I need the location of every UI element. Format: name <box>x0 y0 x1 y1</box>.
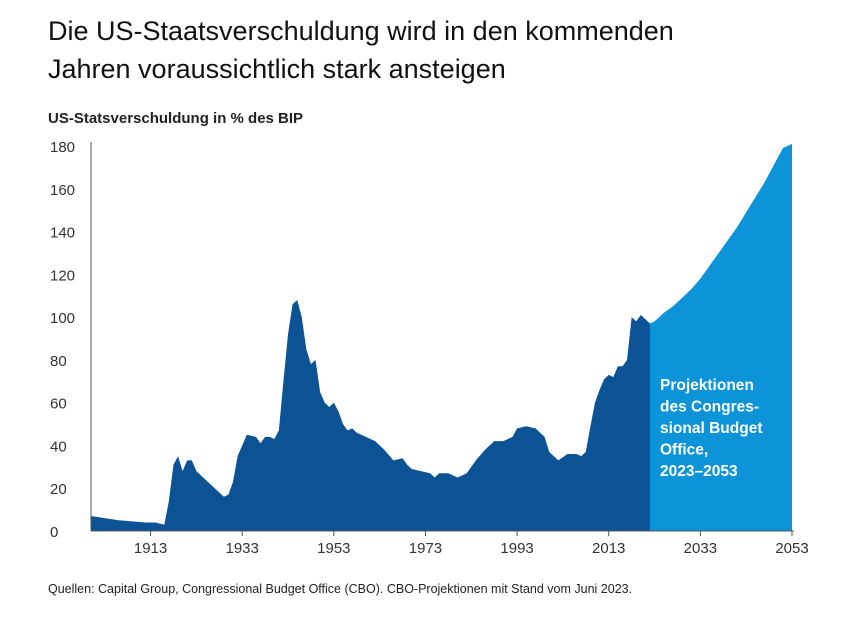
projection-annotation-line: sional Budget <box>660 420 762 437</box>
projection-annotation-line: Office, <box>660 442 708 459</box>
source-note: Quellen: Capital Group, Congressional Bu… <box>48 582 633 596</box>
y-axis-label: US-Statsverschuldung in % des BIP <box>48 110 304 127</box>
x-tick-label: 2033 <box>684 540 717 557</box>
x-tick-label: 2013 <box>592 540 625 557</box>
x-tick-label: 1933 <box>226 540 259 557</box>
y-tick-label: 100 <box>50 310 75 327</box>
x-tick-label: 1993 <box>500 540 533 557</box>
chart-title-line-1: Die US-Staatsverschuldung wird in den ko… <box>48 16 674 46</box>
chart-title: Die US-Staatsverschuldung wird in den ko… <box>48 12 828 88</box>
x-tick-label: 1973 <box>409 540 442 557</box>
historical-debt-area <box>91 300 650 531</box>
y-tick-label: 160 <box>50 182 75 199</box>
y-tick-label: 60 <box>50 396 67 413</box>
y-tick-label: 180 <box>50 139 75 156</box>
y-tick-label: 40 <box>50 438 67 455</box>
x-tick-label: 2053 <box>775 540 808 557</box>
y-tick-label: 140 <box>50 225 75 242</box>
x-tick-label: 1913 <box>134 540 167 557</box>
y-tick-label: 20 <box>50 481 67 498</box>
projection-annotation-line: Projektionen <box>660 377 754 394</box>
projection-annotation-line: 2023–2053 <box>660 463 738 480</box>
projection-debt-area <box>649 143 792 532</box>
x-tick-label: 1953 <box>317 540 350 557</box>
y-tick-label: 120 <box>50 267 75 284</box>
projection-annotation-line: des Congres- <box>660 399 759 416</box>
chart-title-line-2: Jahren voraussichtlich stark ansteigen <box>48 54 506 84</box>
y-tick-label: 80 <box>50 353 67 370</box>
y-tick-label: 0 <box>50 524 58 541</box>
